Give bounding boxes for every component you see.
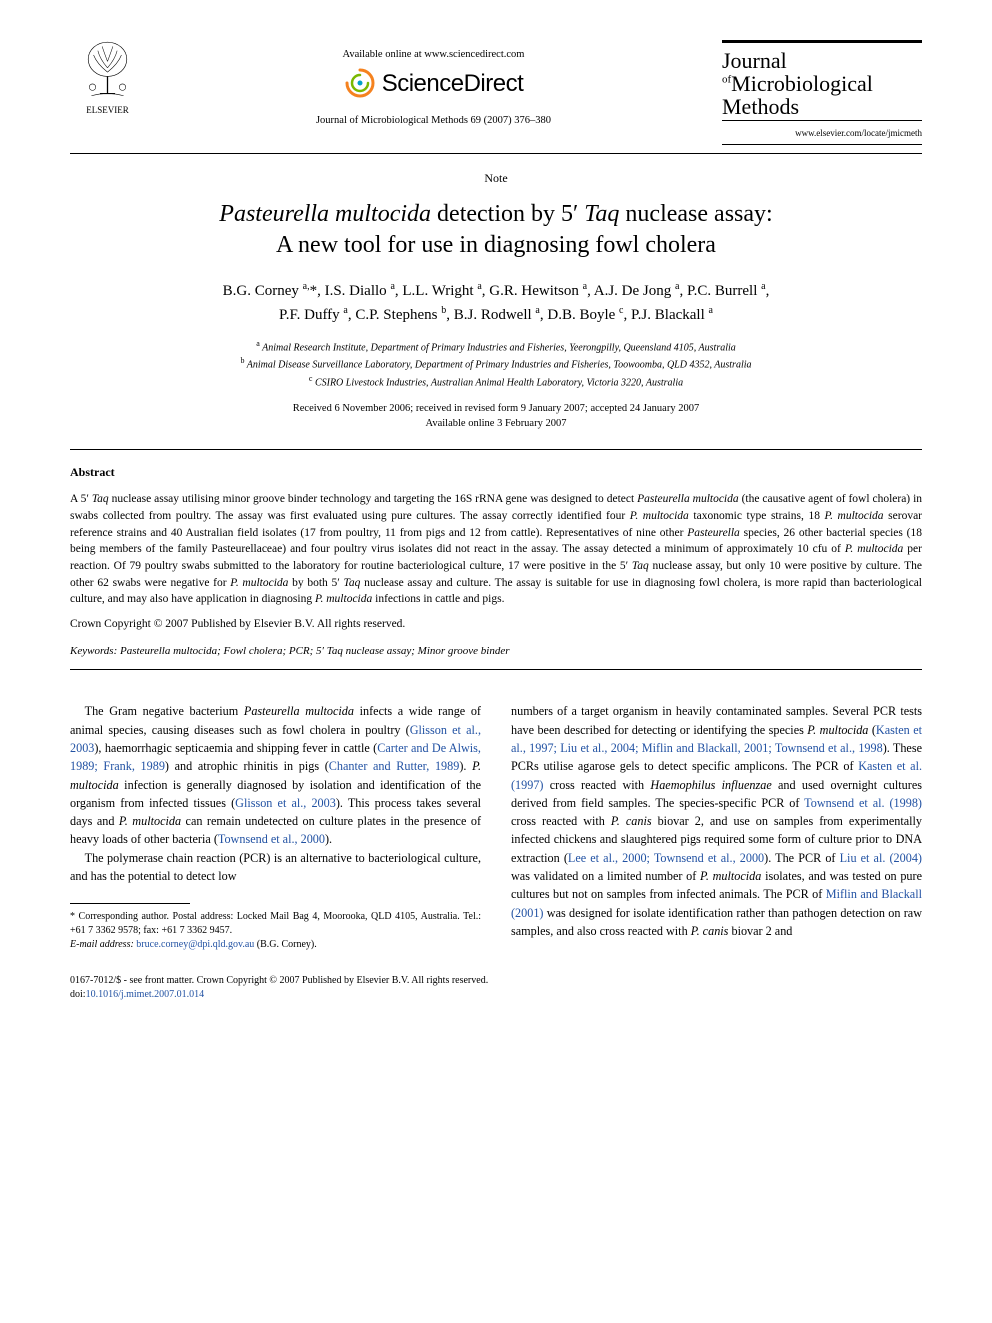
abstract-body: A 5′ Taq nuclease assay utilising minor … — [70, 491, 922, 608]
available-online-text: Available online at www.sciencedirect.co… — [145, 48, 722, 63]
abstract-heading: Abstract — [70, 464, 922, 481]
body-paragraph: numbers of a target organism in heavily … — [511, 702, 922, 940]
keywords-list: Pasteurella multocida; Fowl cholera; PCR… — [120, 645, 510, 657]
body-paragraph: The polymerase chain reaction (PCR) is a… — [70, 849, 481, 886]
article-title: Pasteurella multocida detection by 5′ Ta… — [70, 199, 922, 261]
sciencedirect-text: ScienceDirect — [382, 67, 524, 101]
article-type-label: Note — [70, 170, 922, 187]
sciencedirect-logo: ScienceDirect — [145, 67, 722, 101]
divider — [722, 120, 922, 121]
page-footer: 0167-7012/$ - see front matter. Crown Co… — [70, 974, 922, 1001]
email-suffix: (B.G. Corney). — [257, 939, 317, 950]
article-dates: Received 6 November 2006; received in re… — [70, 402, 922, 431]
divider — [70, 449, 922, 450]
column-right: numbers of a target organism in heavily … — [511, 702, 922, 952]
doi-link[interactable]: 10.1016/j.mimet.2007.01.014 — [86, 989, 205, 1000]
journal-name: Journal ofMicrobiological Methods — [722, 49, 922, 118]
article-body: The Gram negative bacterium Pasteurella … — [70, 702, 922, 952]
authors: B.G. Corney a,*, I.S. Diallo a, L.L. Wri… — [70, 279, 922, 326]
keywords: Keywords: Pasteurella multocida; Fowl ch… — [70, 644, 922, 659]
column-left: The Gram negative bacterium Pasteurella … — [70, 702, 481, 952]
journal-title-block: Journal ofMicrobiological Methods www.el… — [722, 40, 922, 145]
page-header: ELSEVIER Available online at www.science… — [70, 40, 922, 145]
affiliations: a Animal Research Institute, Department … — [70, 338, 922, 390]
email-label: E-mail address: — [70, 939, 134, 950]
keywords-label: Keywords: — [70, 645, 117, 657]
journal-url: www.elsevier.com/locate/jmicmeth — [722, 127, 922, 140]
header-center: Available online at www.sciencedirect.co… — [145, 40, 722, 129]
journal-reference: Journal of Microbiological Methods 69 (2… — [145, 114, 722, 129]
footer-doi-line: doi:10.1016/j.mimet.2007.01.014 — [70, 988, 922, 1002]
footnote-text: * Corresponding author. Postal address: … — [70, 910, 481, 938]
footer-copyright: 0167-7012/$ - see front matter. Crown Co… — [70, 974, 922, 988]
divider — [70, 669, 922, 670]
elsevier-logo-block: ELSEVIER — [70, 40, 145, 116]
abstract-copyright: Crown Copyright © 2007 Published by Else… — [70, 616, 922, 632]
sciencedirect-swirl-icon — [344, 67, 376, 99]
elsevier-label: ELSEVIER — [70, 104, 145, 117]
elsevier-tree-icon — [80, 40, 135, 100]
corresponding-author-footnote: * Corresponding author. Postal address: … — [70, 910, 481, 952]
footnote-separator — [70, 903, 190, 904]
divider — [70, 153, 922, 154]
doi-label: doi: — [70, 989, 86, 1000]
email-link[interactable]: bruce.corney@dpi.qld.gov.au — [136, 939, 254, 950]
body-paragraph: The Gram negative bacterium Pasteurella … — [70, 702, 481, 848]
footnote-email-line: E-mail address: bruce.corney@dpi.qld.gov… — [70, 938, 481, 952]
